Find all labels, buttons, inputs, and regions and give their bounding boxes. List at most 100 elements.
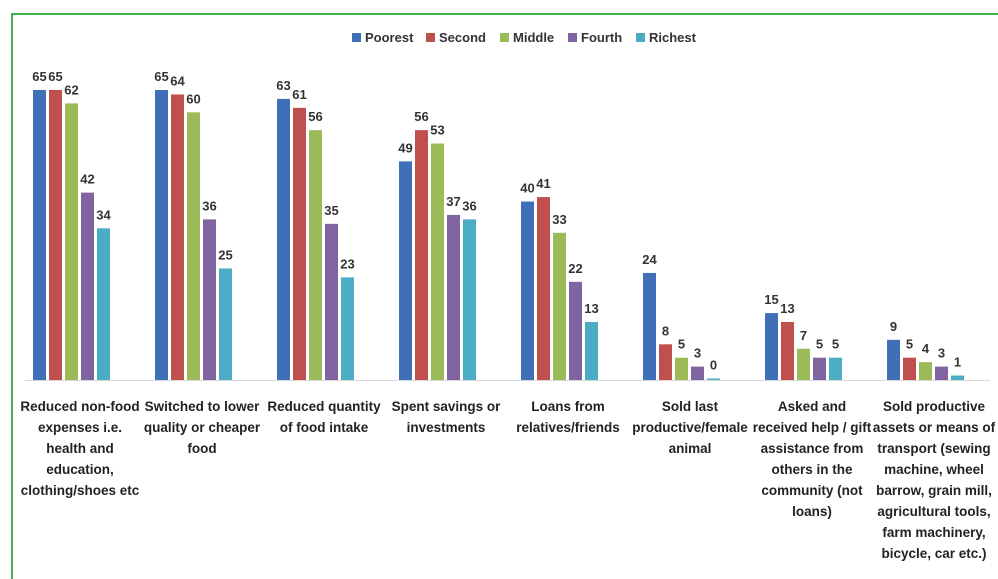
value-label: 3 [694,346,701,361]
bar [887,339,900,380]
legend-label: Fourth [581,30,622,45]
value-label: 60 [186,91,200,106]
x-tick-label: Sold last productive/female animal [632,399,748,456]
value-label: 35 [324,203,338,218]
bar [797,348,810,380]
bar [643,272,656,380]
bar [33,90,46,380]
bar [447,214,460,380]
value-label: 40 [520,181,534,196]
value-label: 0 [710,358,717,373]
value-label: 24 [642,252,657,267]
value-label: 5 [678,337,685,352]
x-tick-label: Switched to lower quality or cheaper foo… [143,399,261,456]
bar [521,201,534,380]
value-label: 37 [446,194,460,209]
legend-label: Poorest [365,30,414,45]
bar [463,219,476,380]
value-label: 5 [832,337,839,352]
legend-swatch [352,33,361,42]
bar [49,90,62,380]
value-label: 56 [308,109,322,124]
bar [553,232,566,380]
legend-swatch [426,33,435,42]
bar [903,357,916,380]
value-label: 25 [218,247,232,262]
x-tick-label: Spent savings or investments [391,399,501,435]
legend-swatch [636,33,645,42]
value-label: 36 [462,198,476,213]
bar [171,94,184,380]
legend-label: Richest [649,30,697,45]
legend-label: Middle [513,30,554,45]
bar [675,357,688,380]
value-label: 34 [96,207,111,222]
bar [691,366,704,380]
value-label: 5 [816,337,823,352]
bar [585,322,598,380]
x-tick-label: Asked and received help / gift assistanc… [752,399,872,519]
bar [309,130,322,380]
x-tick-label: Sold productive assets or means of trans… [872,399,996,561]
bar [325,223,338,380]
bar [399,161,412,380]
bar [537,197,550,380]
bar [951,375,964,380]
value-label: 56 [414,109,428,124]
bar [813,357,826,380]
value-label: 64 [170,73,185,88]
bar [97,228,110,380]
bar [203,219,216,380]
value-label: 61 [292,87,306,102]
value-label: 53 [430,123,444,138]
value-label: 41 [536,176,550,191]
bar [187,112,200,381]
legend-swatch [500,33,509,42]
bar [781,322,794,380]
legend-label: Second [439,30,486,45]
value-label: 7 [800,328,807,343]
bar [431,143,444,380]
value-label: 15 [764,292,778,307]
bar [277,98,290,380]
value-label: 1 [954,355,961,370]
frame [11,13,998,579]
value-label: 9 [890,319,897,334]
value-label: 23 [340,256,354,271]
bar [829,357,842,380]
bar [341,277,354,380]
legend-swatch [568,33,577,42]
x-tick-label: Reduced non-food expenses i.e. health an… [20,399,140,498]
value-label: 13 [584,301,598,316]
bar [569,281,582,380]
value-label: 4 [922,341,930,356]
x-tick-label: Loans from relatives/friends [516,399,620,435]
bar [415,130,428,380]
value-label: 36 [202,198,216,213]
value-label: 33 [552,212,566,227]
value-label: 3 [938,346,945,361]
value-label: 49 [398,140,412,155]
value-label: 5 [906,337,913,352]
bar [81,192,94,380]
bar [919,362,932,380]
bar [219,268,232,380]
value-label: 62 [64,82,78,97]
value-label: 13 [780,301,794,316]
value-label: 65 [32,69,46,84]
value-label: 22 [568,261,582,276]
bar [65,103,78,380]
value-label: 65 [48,69,62,84]
x-tick-label: Reduced quantity of food intake [267,399,381,435]
value-label: 63 [276,78,290,93]
value-label: 65 [154,69,168,84]
bar [707,378,720,380]
bar [293,107,306,380]
bar [765,313,778,380]
value-label: 42 [80,172,94,187]
bar [659,344,672,380]
bar [935,366,948,380]
bar [155,90,168,380]
